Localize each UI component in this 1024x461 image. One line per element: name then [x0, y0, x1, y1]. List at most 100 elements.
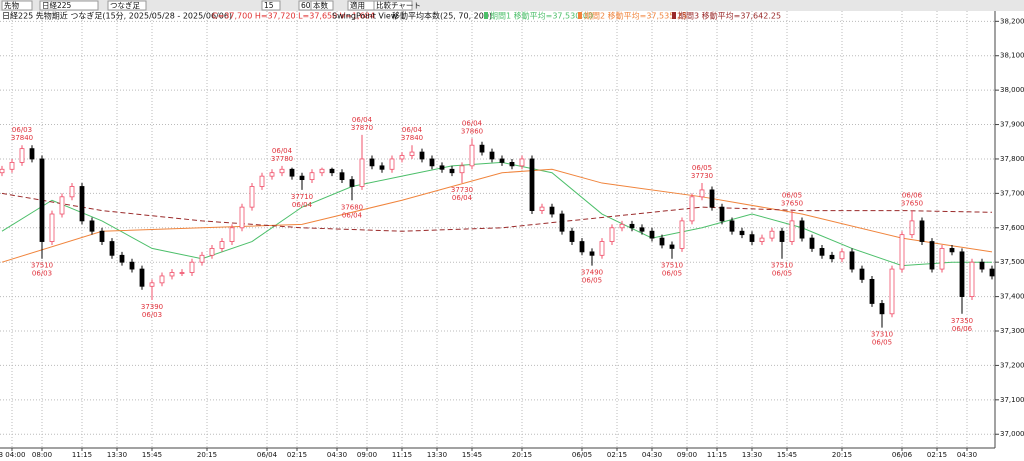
candle-body — [369, 158, 375, 167]
x-tick-label: 02:15 — [927, 451, 947, 459]
candle-body — [79, 186, 85, 222]
candle-body — [0, 168, 5, 174]
toolbar-label: 600 — [301, 1, 316, 10]
swing-high-date: 06/05 — [692, 164, 712, 172]
view-label: SwingPoint View — [332, 12, 398, 21]
candle-body — [769, 230, 775, 239]
x-tick-label: 15:45 — [462, 451, 482, 459]
candle-body — [779, 230, 785, 242]
candle-body — [269, 172, 275, 177]
candle-body — [899, 234, 905, 270]
candle-body — [379, 165, 385, 170]
y-tick-label: 37,900 — [1000, 121, 1024, 129]
x-tick-label: 06/05 — [572, 451, 592, 459]
chart-title: 日経225 先物期近 つなぎ足(15分, 2025/05/28 - 2025/0… — [2, 11, 232, 21]
candle-body — [129, 261, 135, 270]
candle-body — [639, 227, 645, 232]
candle-body — [619, 223, 625, 229]
candle-body — [829, 254, 835, 260]
candle-body — [9, 162, 15, 170]
x-tick-label: 09:00 — [677, 451, 697, 459]
toolbar-item[interactable] — [373, 0, 413, 11]
x-tick-label: 13:30 — [107, 451, 127, 459]
swing-high-price: 37780 — [271, 155, 293, 163]
candle-body — [289, 168, 295, 177]
y-tick-label: 37,300 — [1000, 327, 1024, 335]
swing-high-price: 37650 — [781, 200, 803, 208]
candle-body — [629, 223, 635, 229]
swing-high-date: 06/05 — [782, 192, 802, 200]
swing-low-date: 06/03 — [32, 270, 52, 278]
candle-body — [569, 230, 575, 242]
candle-body — [499, 158, 505, 163]
candle-body — [679, 220, 685, 249]
x-tick-label: 04:30 — [957, 451, 977, 459]
candle-body — [249, 186, 255, 208]
candle-body — [309, 172, 315, 181]
candle-body — [849, 251, 855, 270]
candle-body — [739, 230, 745, 236]
toolbar-item[interactable] — [1, 0, 33, 11]
y-tick-label: 38,000 — [1000, 86, 1024, 94]
swing-low-date: 06/05 — [772, 270, 792, 278]
x-tick-label: 09:00 — [357, 451, 377, 459]
y-tick-label: 37,200 — [1000, 361, 1024, 369]
toolbar-item[interactable] — [310, 0, 334, 11]
candle-body — [579, 241, 585, 253]
candle-body — [439, 165, 445, 170]
candle-body — [959, 251, 965, 297]
swing-low-price: 37710 — [291, 193, 313, 201]
candle-body — [339, 172, 345, 181]
candle-body — [649, 230, 655, 239]
toolbar-item[interactable] — [261, 0, 281, 11]
legend-label: 期間3 移動平均=37,642.25 — [678, 11, 781, 21]
candle-body — [99, 230, 105, 242]
candle-body — [239, 206, 245, 229]
candle-body — [659, 237, 665, 246]
toolbar-item[interactable] — [39, 0, 99, 11]
candle-body — [919, 220, 925, 242]
toolbar — [0, 0, 1024, 11]
swing-high-price: 37860 — [461, 127, 483, 135]
toolbar-label: 日経225 — [42, 0, 72, 10]
x-tick-label: 15:45 — [142, 451, 162, 459]
candle-body — [469, 144, 475, 167]
candle-body — [219, 241, 225, 249]
candle-body — [179, 272, 185, 274]
candle-body — [909, 220, 915, 236]
candle-body — [119, 254, 125, 263]
candle-body — [799, 220, 805, 239]
candle-body — [209, 248, 215, 256]
swing-high-price: 37840 — [11, 134, 33, 142]
candle-body — [879, 303, 885, 315]
swing-high-date: 06/04 — [462, 119, 483, 127]
candle-body — [869, 278, 875, 304]
candle-body — [489, 151, 495, 160]
y-tick-label: 37,100 — [1000, 396, 1024, 404]
swing-low-date: 06/04 — [342, 211, 363, 219]
candle-body — [839, 251, 845, 260]
candle-body — [709, 189, 715, 208]
y-tick-label: 37,700 — [1000, 189, 1024, 197]
swing-low-price: 37390 — [141, 303, 163, 311]
y-axis-area — [995, 11, 1024, 448]
candle-body — [559, 213, 565, 232]
candle-body — [29, 148, 35, 160]
candle-body — [969, 261, 975, 297]
swing-low-price: 37510 — [771, 262, 793, 270]
x-tick-label: 02:15 — [607, 451, 627, 459]
candle-body — [719, 206, 725, 222]
ohlc-text: C=37,700 H=37,720 L=37,650 V=1,684 — [212, 12, 375, 21]
candle-body — [529, 158, 535, 211]
x-tick-label: 20:15 — [197, 451, 217, 459]
y-tick-label: 37,600 — [1000, 224, 1024, 232]
candle-body — [889, 268, 895, 315]
y-tick-label: 37,800 — [1000, 155, 1024, 163]
y-tick-label: 38,200 — [1000, 17, 1024, 25]
x-tick-label: 11:15 — [72, 451, 92, 459]
toolbar-item[interactable] — [107, 0, 147, 11]
x-tick-label: 20:15 — [832, 451, 852, 459]
